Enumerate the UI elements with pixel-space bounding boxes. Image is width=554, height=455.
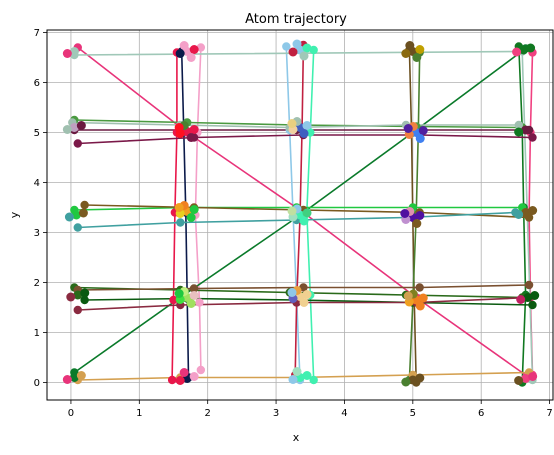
cluster-point xyxy=(415,211,424,220)
cluster-point xyxy=(187,299,196,308)
cluster-point xyxy=(401,378,410,387)
cluster-point xyxy=(190,125,199,134)
cluster-point xyxy=(187,53,196,62)
trajectory-point xyxy=(528,301,536,309)
cluster-point xyxy=(528,206,537,215)
cluster-point xyxy=(401,49,410,58)
cluster-point xyxy=(405,41,414,50)
cluster-point xyxy=(416,134,425,143)
cluster-point xyxy=(303,209,312,218)
x-tick-label: 7 xyxy=(546,408,552,419)
cluster-point xyxy=(293,367,302,376)
trajectory-point xyxy=(74,306,82,314)
cluster-point xyxy=(514,210,523,219)
cluster-point xyxy=(175,123,184,132)
cluster-point xyxy=(176,376,185,385)
cluster-point xyxy=(175,203,184,212)
cluster-point xyxy=(176,49,185,58)
cluster-point xyxy=(300,52,309,61)
x-tick-label: 2 xyxy=(205,408,211,419)
y-tick-label: 7 xyxy=(34,28,40,39)
y-tick-label: 3 xyxy=(34,228,40,239)
cluster-point xyxy=(300,129,309,138)
y-tick-label: 1 xyxy=(34,328,40,339)
cluster-point xyxy=(63,125,72,134)
cluster-point xyxy=(419,294,428,303)
cluster-point xyxy=(528,372,537,381)
cluster-point xyxy=(512,48,521,57)
trajectory-point xyxy=(80,201,88,209)
y-tick-label: 4 xyxy=(34,178,40,189)
cluster-point xyxy=(400,209,409,218)
cluster-point xyxy=(63,49,72,58)
cluster-point xyxy=(516,295,525,304)
cluster-point xyxy=(79,209,88,218)
x-axis-label: x xyxy=(293,431,300,444)
trajectory-point xyxy=(176,218,184,226)
cluster-point xyxy=(300,217,309,226)
cluster-point xyxy=(187,133,196,142)
cluster-point xyxy=(416,302,425,311)
cluster-point xyxy=(415,45,424,54)
x-tick-label: 0 xyxy=(68,408,74,419)
cluster-point xyxy=(514,128,523,137)
cluster-point xyxy=(530,291,539,300)
trajectory-point xyxy=(415,283,423,291)
y-tick-label: 5 xyxy=(34,128,40,139)
cluster-point xyxy=(514,376,523,385)
cluster-point xyxy=(415,374,424,383)
cluster-point xyxy=(293,40,302,49)
cluster-point xyxy=(77,371,86,380)
cluster-point xyxy=(419,126,428,135)
cluster-point xyxy=(190,205,199,214)
trajectory-point xyxy=(74,223,82,231)
cluster-point xyxy=(289,48,298,57)
trajectory-point xyxy=(74,139,82,147)
trajectory-point xyxy=(195,298,203,306)
cluster-point xyxy=(289,375,298,384)
trajectory-point xyxy=(528,133,536,141)
cluster-point xyxy=(288,288,297,297)
cluster-point xyxy=(300,298,309,307)
x-tick-label: 6 xyxy=(478,408,484,419)
cluster-point xyxy=(180,368,189,377)
cluster-point xyxy=(190,372,199,381)
cluster-point xyxy=(187,213,196,222)
cluster-point xyxy=(288,207,297,216)
cluster-point xyxy=(303,371,312,380)
x-tick-label: 5 xyxy=(410,408,416,419)
trajectory-point xyxy=(197,366,205,374)
cluster-point xyxy=(303,44,312,53)
cluster-point xyxy=(66,293,75,302)
x-tick-label: 1 xyxy=(136,408,142,419)
trajectory-point xyxy=(525,281,533,289)
trajectory-point xyxy=(168,376,176,384)
x-tick-label: 4 xyxy=(341,408,347,419)
cluster-point xyxy=(180,41,189,50)
y-tick-label: 6 xyxy=(34,78,40,89)
trajectory-point xyxy=(282,42,290,50)
cluster-point xyxy=(412,219,421,228)
cluster-point xyxy=(303,290,312,299)
cluster-point xyxy=(65,213,74,222)
cluster-point xyxy=(526,44,535,53)
cluster-point xyxy=(80,289,89,298)
cluster-point xyxy=(190,45,199,54)
cluster-point xyxy=(63,375,72,384)
cluster-point xyxy=(77,121,86,130)
cluster-point xyxy=(190,291,199,300)
y-tick-label: 0 xyxy=(34,378,40,389)
cluster-point xyxy=(404,292,413,301)
cluster-point xyxy=(303,121,312,130)
x-tick-label: 3 xyxy=(273,408,279,419)
cluster-point xyxy=(404,124,413,133)
y-tick-label: 2 xyxy=(34,278,40,289)
cluster-point xyxy=(288,119,297,128)
cluster-point xyxy=(412,53,421,62)
y-axis-label: y xyxy=(8,211,21,218)
chart-title: Atom trajectory xyxy=(245,12,347,27)
cluster-point xyxy=(175,289,184,298)
